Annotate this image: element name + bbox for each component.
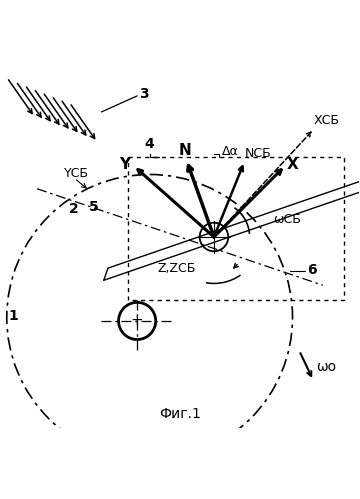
Text: ωСБ: ωСБ	[273, 213, 301, 226]
Text: Δα: Δα	[222, 145, 239, 158]
Text: Z,ZСБ: Z,ZСБ	[157, 262, 195, 275]
Text: YСБ: YСБ	[64, 167, 89, 180]
Text: X: X	[287, 157, 299, 172]
Text: ωо: ωо	[316, 360, 337, 374]
Bar	[128, 157, 344, 299]
Text: 2: 2	[68, 203, 78, 217]
Text: NСБ: NСБ	[245, 147, 272, 160]
Text: 5: 5	[89, 200, 98, 215]
Text: 4: 4	[145, 137, 154, 151]
Text: XСБ: XСБ	[314, 114, 340, 127]
Text: Фиг.1: Фиг.1	[159, 407, 201, 421]
Text: 1: 1	[9, 308, 18, 322]
Text: +: +	[131, 313, 144, 328]
Text: 6: 6	[307, 263, 316, 277]
Text: N: N	[178, 143, 191, 158]
Text: 3: 3	[139, 87, 149, 101]
Text: Y: Y	[119, 157, 130, 172]
